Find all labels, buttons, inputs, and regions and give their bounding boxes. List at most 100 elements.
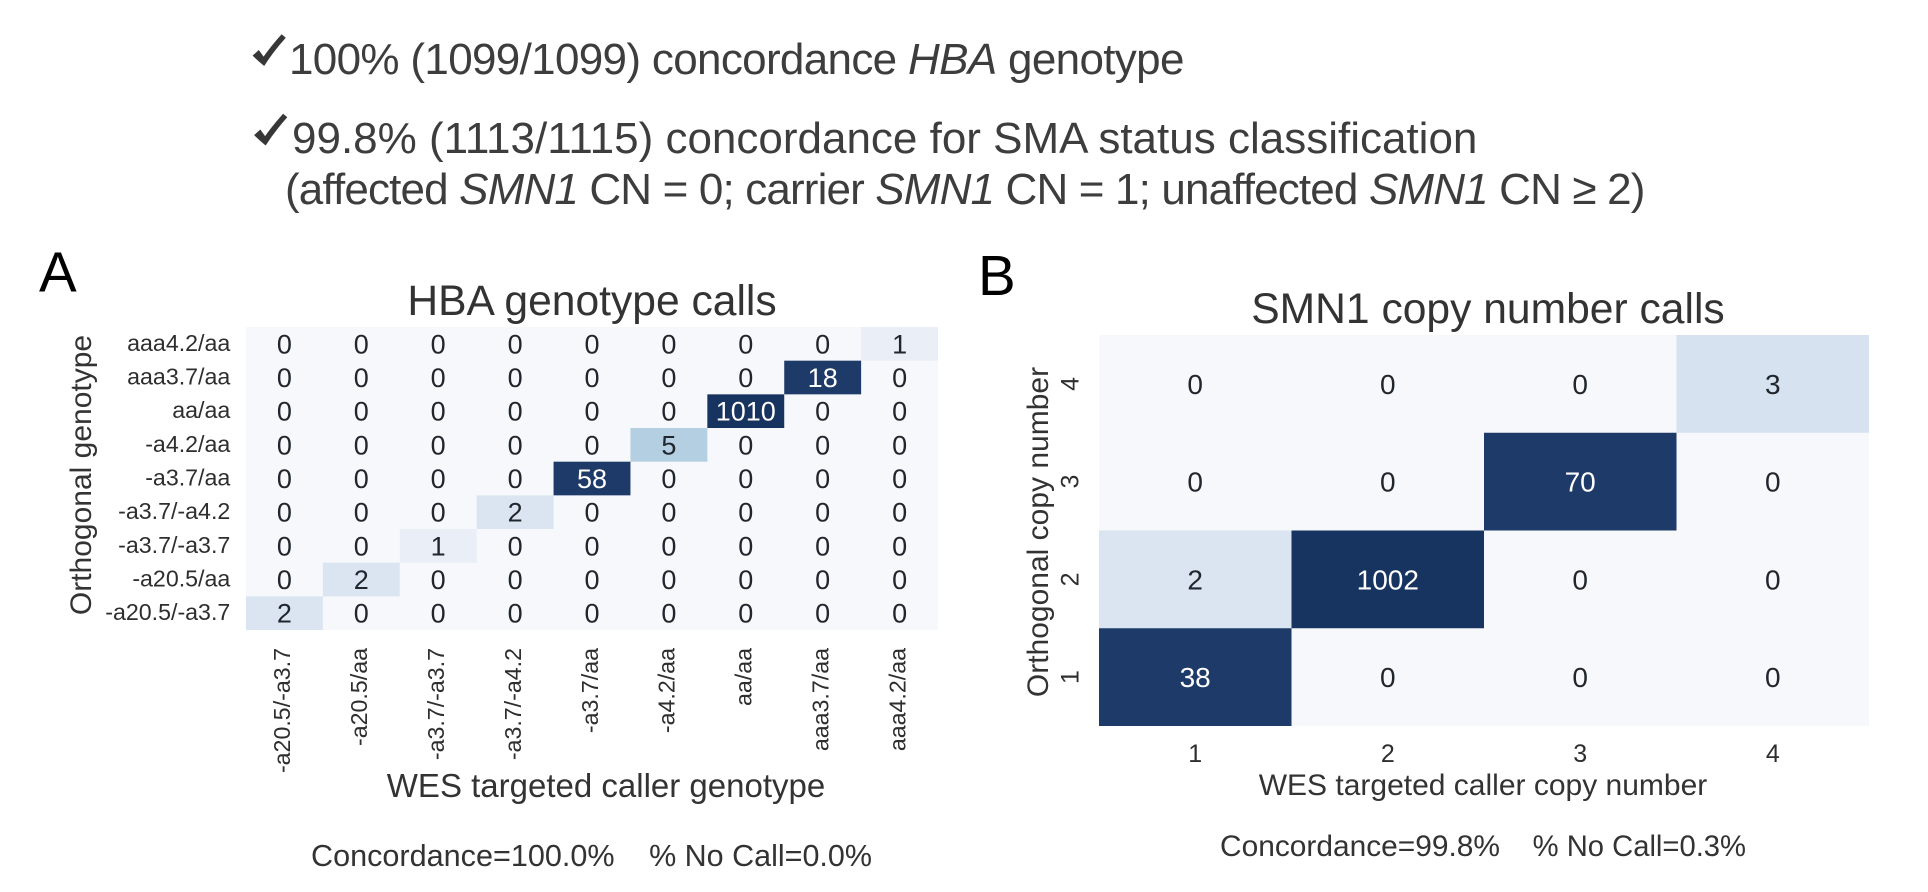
svg-text:-a20.5/-a3.7: -a20.5/-a3.7: [269, 648, 295, 773]
svg-text:5: 5: [661, 430, 676, 460]
svg-text:0: 0: [277, 498, 292, 528]
svg-text:0: 0: [508, 531, 523, 561]
svg-text:-a20.5/aa: -a20.5/aa: [132, 566, 230, 592]
svg-text:WES targeted caller copy numbe: WES targeted caller copy number: [1259, 769, 1708, 802]
svg-text:1: 1: [1188, 740, 1202, 768]
svg-text:0: 0: [1572, 662, 1588, 693]
svg-text:1: 1: [431, 531, 446, 561]
svg-text:0: 0: [584, 531, 599, 561]
svg-text:0: 0: [508, 363, 523, 393]
svg-text:0: 0: [508, 397, 523, 427]
svg-text:1: 1: [892, 329, 907, 359]
svg-text:0: 0: [815, 430, 830, 460]
svg-text:aaa3.7/aa: aaa3.7/aa: [127, 364, 230, 390]
svg-text:2: 2: [1057, 572, 1085, 586]
svg-text:0: 0: [277, 531, 292, 561]
svg-text:0: 0: [815, 498, 830, 528]
svg-text:0: 0: [661, 531, 676, 561]
svg-text:0: 0: [508, 599, 523, 629]
svg-text:3: 3: [1057, 475, 1085, 489]
svg-text:2: 2: [508, 498, 523, 528]
svg-text:1002: 1002: [1357, 564, 1419, 595]
svg-text:0: 0: [508, 329, 523, 359]
svg-text:aaa3.7/aa: aaa3.7/aa: [808, 648, 834, 751]
svg-text:aaa4.2/aa: aaa4.2/aa: [127, 330, 230, 356]
svg-text:0: 0: [354, 531, 369, 561]
svg-text:0: 0: [815, 397, 830, 427]
svg-text:0: 0: [354, 599, 369, 629]
svg-text:0: 0: [661, 565, 676, 595]
svg-text:0: 0: [815, 599, 830, 629]
svg-text:(affected SMN1 CN = 0; carrier: (affected SMN1 CN = 0; carrier SMN1 CN =…: [285, 165, 1645, 214]
svg-text:SMN1 copy number calls: SMN1 copy number calls: [1251, 285, 1724, 333]
svg-text:0: 0: [277, 329, 292, 359]
svg-text:0: 0: [1572, 369, 1588, 400]
svg-text:0: 0: [892, 464, 907, 494]
svg-text:0: 0: [1572, 564, 1588, 595]
svg-text:-a20.5/-a3.7: -a20.5/-a3.7: [105, 599, 230, 625]
svg-text:0: 0: [584, 565, 599, 595]
svg-text:0: 0: [354, 464, 369, 494]
svg-text:0: 0: [431, 363, 446, 393]
svg-text:aa/aa: aa/aa: [172, 397, 230, 423]
svg-text:-a4.2/aa: -a4.2/aa: [654, 648, 680, 733]
svg-text:0: 0: [815, 329, 830, 359]
svg-text:0: 0: [738, 464, 753, 494]
svg-text:aaa4.2/aa: aaa4.2/aa: [884, 648, 910, 751]
svg-text:4: 4: [1057, 377, 1085, 391]
svg-text:0: 0: [354, 329, 369, 359]
svg-text:0: 0: [738, 565, 753, 595]
svg-text:Orthogonal copy number: Orthogonal copy number: [1022, 367, 1055, 697]
svg-text:-a3.7/-a4.2: -a3.7/-a4.2: [118, 498, 230, 524]
svg-text:-a20.5/aa: -a20.5/aa: [346, 648, 372, 746]
svg-text:0: 0: [354, 363, 369, 393]
svg-text:0: 0: [815, 464, 830, 494]
svg-text:0: 0: [738, 498, 753, 528]
svg-text:0: 0: [584, 397, 599, 427]
svg-text:0: 0: [661, 397, 676, 427]
svg-text:-a4.2/aa: -a4.2/aa: [145, 431, 230, 457]
svg-text:% No Call=0.3%: % No Call=0.3%: [1533, 831, 1746, 863]
svg-text:0: 0: [892, 565, 907, 595]
svg-text:0: 0: [661, 599, 676, 629]
svg-text:Concordance=100.0%: Concordance=100.0%: [311, 839, 615, 873]
svg-text:0: 0: [277, 397, 292, 427]
svg-text:0: 0: [354, 430, 369, 460]
svg-text:0: 0: [277, 430, 292, 460]
svg-text:99.8% (1113/1115) concordance: 99.8% (1113/1115) concordance for SMA st…: [292, 114, 1477, 163]
svg-text:0: 0: [584, 329, 599, 359]
svg-text:0: 0: [1765, 564, 1781, 595]
svg-text:1: 1: [1057, 670, 1085, 684]
svg-text:0: 0: [1187, 467, 1203, 498]
svg-text:0: 0: [661, 329, 676, 359]
svg-text:0: 0: [277, 363, 292, 393]
svg-text:58: 58: [577, 464, 607, 494]
svg-text:WES targeted caller genotype: WES targeted caller genotype: [387, 767, 825, 804]
svg-text:-a3.7/-a4.2: -a3.7/-a4.2: [500, 648, 526, 760]
svg-text:0: 0: [1380, 467, 1396, 498]
svg-text:0: 0: [738, 599, 753, 629]
svg-text:3: 3: [1765, 369, 1781, 400]
svg-text:0: 0: [892, 531, 907, 561]
svg-text:-a3.7/aa: -a3.7/aa: [145, 465, 230, 491]
svg-text:0: 0: [354, 397, 369, 427]
svg-text:0: 0: [1187, 369, 1203, 400]
svg-text:0: 0: [892, 498, 907, 528]
svg-text:0: 0: [1765, 662, 1781, 693]
svg-text:0: 0: [738, 363, 753, 393]
svg-text:0: 0: [892, 363, 907, 393]
svg-text:% No Call=0.0%: % No Call=0.0%: [649, 839, 872, 873]
svg-text:HBA genotype calls: HBA genotype calls: [407, 277, 776, 325]
svg-text:0: 0: [892, 599, 907, 629]
svg-text:0: 0: [738, 430, 753, 460]
svg-text:1010: 1010: [716, 397, 776, 427]
svg-text:0: 0: [584, 363, 599, 393]
svg-text:0: 0: [661, 498, 676, 528]
svg-text:2: 2: [1381, 740, 1395, 768]
svg-text:0: 0: [661, 464, 676, 494]
svg-text:18: 18: [808, 363, 838, 393]
svg-text:70: 70: [1565, 467, 1596, 498]
svg-text:0: 0: [431, 329, 446, 359]
svg-text:0: 0: [277, 464, 292, 494]
svg-text:B: B: [978, 244, 1016, 307]
